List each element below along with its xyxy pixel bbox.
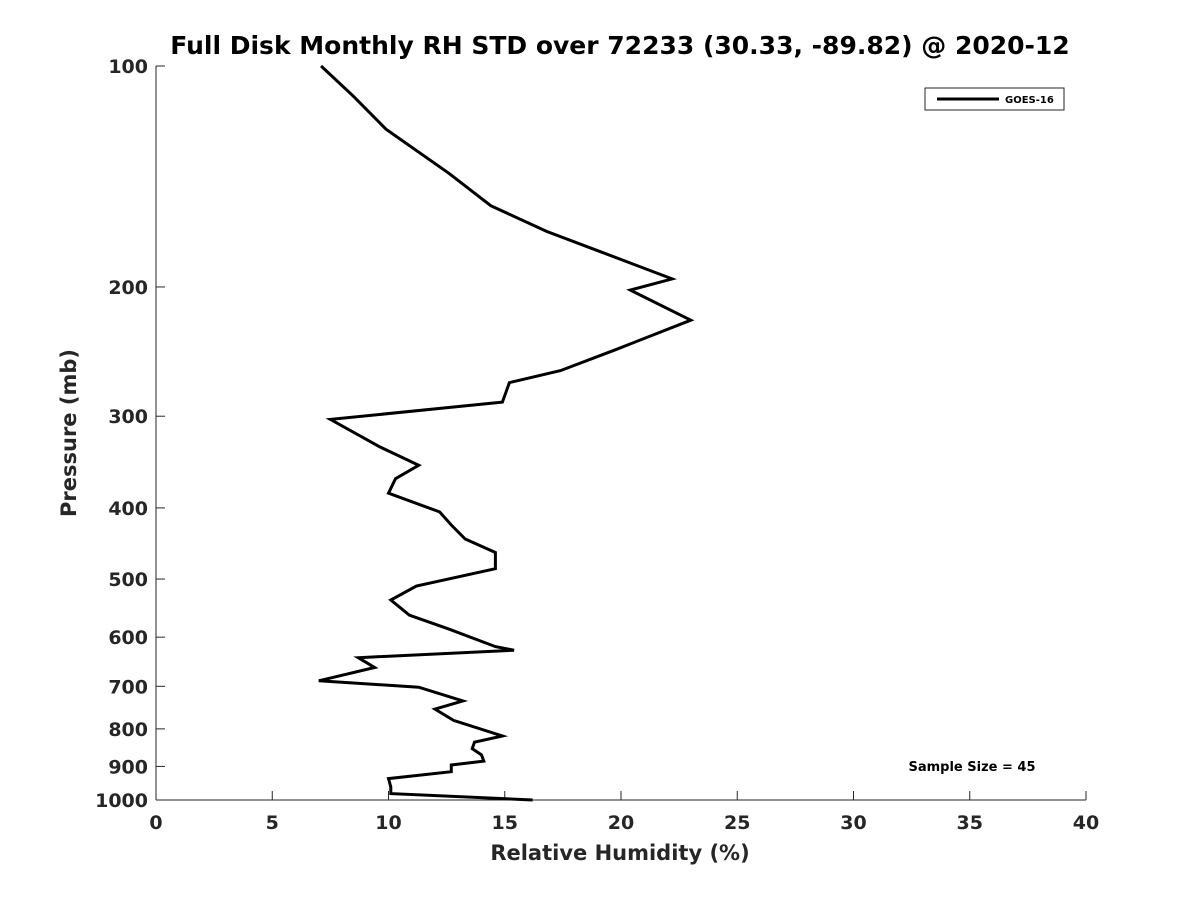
- x-tick-label: 35: [957, 812, 983, 834]
- y-tick-label: 900: [108, 756, 148, 778]
- y-tick-label: 400: [108, 498, 148, 520]
- plot-area: [155, 66, 1086, 801]
- series-layer: [318, 64, 695, 802]
- x-tick-label: 0: [149, 812, 162, 834]
- y-axis-label: Pressure (mb): [57, 349, 81, 517]
- x-tick-label: 40: [1073, 812, 1099, 834]
- x-tick-label: 10: [375, 812, 401, 834]
- x-tick-label: 30: [840, 812, 866, 834]
- x-tick-label: 15: [492, 812, 518, 834]
- y-tick-label: 500: [108, 569, 148, 591]
- legend-label-goes-16: GOES-16: [1005, 95, 1054, 106]
- y-tick-label: 300: [108, 406, 148, 428]
- x-axis-label: Relative Humidity (%): [490, 841, 749, 865]
- y-tick-label: 200: [108, 277, 148, 299]
- x-tick-label: 25: [724, 812, 750, 834]
- sample-size-annotation: Sample Size = 45: [908, 760, 1035, 775]
- y-tick-label: 800: [108, 719, 148, 741]
- x-tick-label: 20: [608, 812, 634, 834]
- x-ticks: 0 5 10 15 20 25 30 35 40: [149, 791, 1099, 834]
- y-tick-label: 700: [108, 676, 148, 698]
- chart-title: Full Disk Monthly RH STD over 72233 (30.…: [170, 31, 1069, 60]
- y-tick-label: 100: [108, 56, 148, 78]
- y-ticks: 100 200 300 400 500 600 700 800 900 1000: [95, 56, 165, 812]
- y-tick-label: 1000: [95, 790, 148, 812]
- legend: GOES-16: [924, 87, 1065, 111]
- x-tick-label: 5: [266, 812, 279, 834]
- y-tick-label: 600: [108, 627, 148, 649]
- series-line-goes-16: [318, 64, 695, 802]
